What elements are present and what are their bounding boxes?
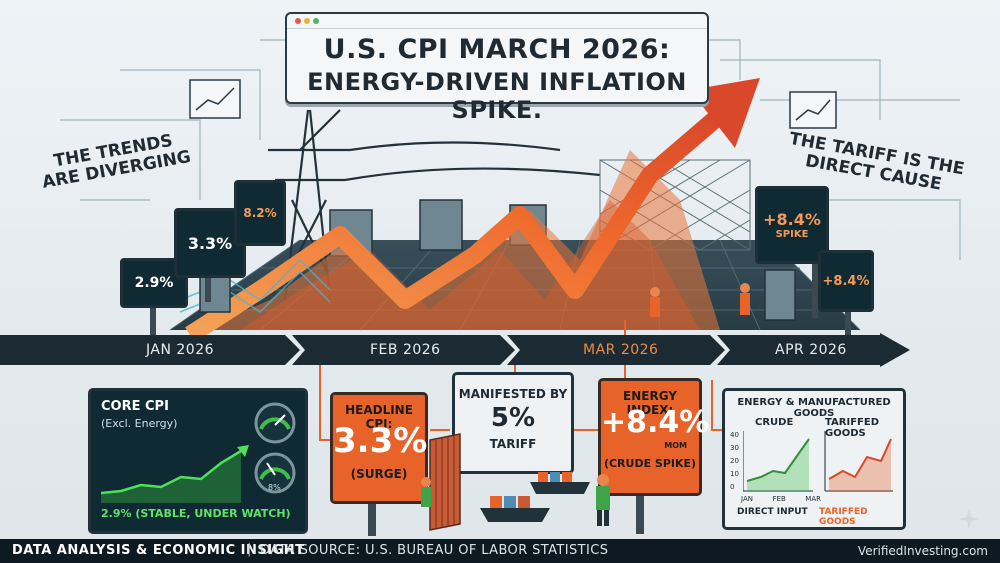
trend-arrow [185,108,726,343]
monitor-value: +8.4% [763,210,821,229]
gauge-icon [254,452,296,494]
y-tick: 0 [730,483,735,491]
footer-source: DATA SOURCE: U.S. BUREAU OF LABOR STATIS… [260,543,609,558]
panel-energy-goods: ENERGY & MANUFACTURED GOODS CRUDE TARIFF… [722,388,906,530]
panel-core-cpi: CORE CPI (Excl. Energy) 8% 2.9% (STABLE,… [88,388,308,534]
y-tick: 40 [730,431,739,439]
x-tick: JAN [741,495,753,503]
goods-tariffed-label: TARIFFED GOODS [825,417,879,439]
goods-y-ticks: 40 30 20 10 0 [730,429,739,494]
gauge-icon [254,402,296,444]
core-cpi-title: CORE CPI [101,399,169,414]
mini-chart-icon-right [789,91,837,129]
window-dot-icon [313,18,319,24]
core-cpi-foot: 2.9% (STABLE, UNDER WATCH) [101,507,291,520]
footer-bar: DATA ANALYSIS & ECONOMIC INSIGHT | DATA … [0,539,1000,563]
goods-foot-right: TARIFFED GOODS [819,507,868,527]
window-dot-icon [295,18,301,24]
footer-website: VerifiedInvesting.com [857,544,988,558]
timeline-label-mar: MAR 2026 [583,342,659,358]
mini-chart-icon-left [189,79,241,119]
tariff-wall-and-ships [421,433,590,531]
x-tick: FEB [772,495,786,503]
monitor-8-4: +8.4% [818,250,874,312]
worker-figures [650,283,750,317]
window-titlebar [287,14,707,29]
tariff-line-1: MANIFESTED BY [458,387,568,401]
timeline-label-apr: APR 2026 [775,342,847,358]
tariff-value: 5% [490,403,536,433]
timeline-bar [0,333,910,367]
title-line-1: U.S. CPI MARCH 2026: [323,34,671,65]
worker-figure [596,474,610,526]
monitor-caption: SPIKE [775,229,809,240]
goods-mini-charts [743,431,893,492]
title-window: U.S. CPI MARCH 2026: ENERGY-DRIVEN INFLA… [285,12,709,124]
panel-energy-index: ENERGY INDEX: +8.4% MOM (CRUDE SPIKE) [598,378,710,496]
gauge-label: 8% [268,483,281,492]
headline-value: 3.3% [333,421,428,461]
core-cpi-line-chart [101,445,249,503]
energy-note: (CRUDE SPIKE) [603,457,697,470]
monitor-spike: +8.4% SPIKE [755,186,829,264]
monitor-8-2: 8.2% [234,180,286,246]
energy-mom: MOM [664,441,687,450]
headline-label: HEADLINE CPI: [345,403,413,431]
x-tick: MAR [805,495,821,503]
sparkle-icon [959,509,979,529]
panel-headline-cpi: HEADLINE CPI: 3.3% (SURGE) [330,392,428,504]
timeline-label-jan: JAN 2026 [146,342,215,358]
y-tick: 30 [730,444,739,452]
footer-brand: DATA ANALYSIS & ECONOMIC INSIGHT [12,543,305,558]
panel-tariff: MANIFESTED BY 5% TARIFF [452,372,574,474]
title-line-2: ENERGY-DRIVEN INFLATION SPIKE. [307,68,687,124]
core-cpi-sub: (Excl. Energy) [101,417,178,430]
goods-title: ENERGY & MANUFACTURED GOODS [737,397,891,419]
goods-crude-label: CRUDE [755,417,794,428]
footer-separator: | [247,542,252,557]
timeline-label-feb: FEB 2026 [370,342,441,358]
goods-foot-left: DIRECT INPUT [737,507,808,517]
headline-note: (SURGE) [350,467,408,481]
tariff-line-2: TARIFF [489,437,537,451]
y-tick: 20 [730,457,739,465]
energy-value: +8.4% [601,405,710,440]
energy-label: ENERGY INDEX: [623,389,677,417]
goods-x-ticks: JAN FEB MAR [741,495,821,503]
y-tick: 10 [730,470,739,478]
window-dot-icon [304,18,310,24]
